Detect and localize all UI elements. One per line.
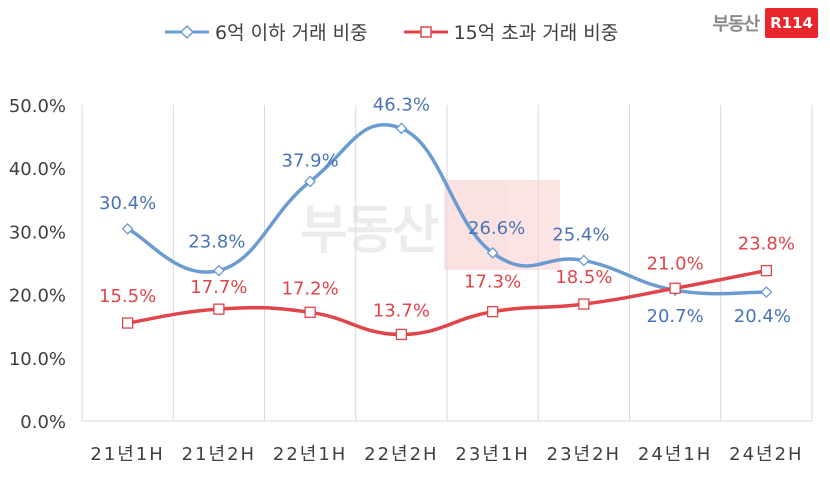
legend-label-series2: 15억 초과 거래 비중 xyxy=(453,22,619,44)
watermark: 부동산 xyxy=(300,180,560,270)
x-tick-label: 24년1H xyxy=(638,444,712,465)
y-tick-label: 0.0% xyxy=(20,412,66,433)
legend: 6억 이하 거래 비중 15억 초과 거래 비중 xyxy=(165,18,654,45)
data-label-series1: 46.3% xyxy=(373,94,430,115)
legend-item-series1: 6억 이하 거래 비중 xyxy=(165,18,368,45)
legend-item-series2: 15억 초과 거래 비중 xyxy=(403,18,619,45)
square-marker xyxy=(121,317,134,329)
data-label-series2: 21.0% xyxy=(647,253,704,274)
square-marker xyxy=(395,328,408,341)
y-tick-label: 30.0% xyxy=(9,222,66,243)
x-tick-label: 24년2H xyxy=(729,444,803,465)
series-line-under-6eok xyxy=(126,122,767,296)
series-line-over-15eok xyxy=(127,268,767,337)
square-marker xyxy=(213,303,225,315)
square-marker xyxy=(486,306,499,318)
x-tick-label: 22년2H xyxy=(364,444,438,465)
brand-badge: R114 xyxy=(765,8,818,38)
x-tick-label: 23년1H xyxy=(455,444,529,465)
square-marker xyxy=(760,264,773,277)
watermark-badge xyxy=(443,180,560,270)
square-marker xyxy=(304,306,316,318)
brand-logo: 부동산 R114 xyxy=(712,8,818,38)
y-tick-label: 20.0% xyxy=(9,286,66,307)
diamond-marker xyxy=(486,246,499,259)
data-label-series2: 17.2% xyxy=(282,278,339,299)
data-label-series2: 17.7% xyxy=(190,277,247,298)
watermark-text: 부동산 xyxy=(300,200,440,261)
diamond-marker xyxy=(577,254,590,267)
legend-square-icon xyxy=(403,25,448,38)
x-tick-label: 21년2H xyxy=(182,444,256,465)
data-label-series2: 15.5% xyxy=(99,286,156,307)
y-tick-label: 50.0% xyxy=(9,96,66,117)
data-label-series1: 25.4% xyxy=(552,224,609,245)
x-tick-label: 23년2H xyxy=(547,444,621,465)
x-tick-label: 21년1H xyxy=(90,444,164,465)
diamond-marker xyxy=(121,222,134,235)
brand-text: 부동산 xyxy=(712,14,760,35)
y-tick-label: 40.0% xyxy=(9,159,66,180)
y-tick-label: 10.0% xyxy=(9,349,66,370)
data-label-series1: 37.9% xyxy=(282,150,339,171)
legend-label-series1: 6억 이하 거래 비중 xyxy=(215,22,368,44)
data-label-series1: 26.6% xyxy=(468,218,525,239)
square-marker xyxy=(578,298,590,310)
data-label-series2: 13.7% xyxy=(373,300,430,321)
diamond-marker xyxy=(212,264,225,277)
x-tick-label: 22년1H xyxy=(273,444,347,465)
diamond-marker xyxy=(760,286,773,298)
data-label-series1: 20.7% xyxy=(647,306,704,327)
legend-diamond-icon xyxy=(165,24,209,39)
data-label-series1: 23.8% xyxy=(188,232,245,253)
data-label-series1: 30.4% xyxy=(99,193,156,214)
square-marker xyxy=(669,282,681,294)
diamond-marker xyxy=(304,175,317,188)
data-label-series2: 23.8% xyxy=(738,234,795,255)
data-label-series2: 17.3% xyxy=(464,272,521,293)
data-label-series2: 18.5% xyxy=(555,267,612,288)
diamond-marker xyxy=(395,122,408,135)
data-label-series1: 20.4% xyxy=(734,306,791,327)
